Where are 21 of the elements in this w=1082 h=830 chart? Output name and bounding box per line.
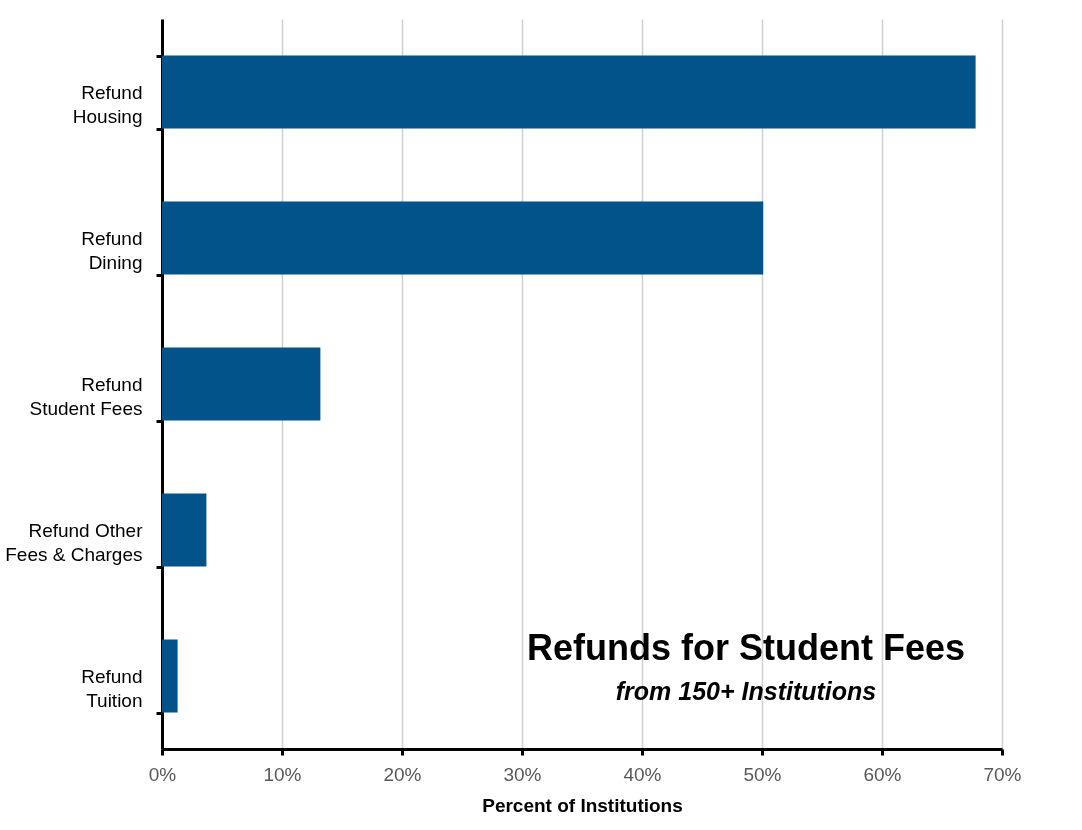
bar xyxy=(162,493,207,567)
bar xyxy=(162,639,178,713)
x-tick-label: 30% xyxy=(503,763,542,785)
x-tick-label: 10% xyxy=(263,763,302,785)
x-tick-label: 60% xyxy=(863,763,902,785)
x-tick-label: 70% xyxy=(983,763,1022,785)
bar xyxy=(162,347,321,421)
x-tick-label: 20% xyxy=(383,763,422,785)
y-tick-label: Refund Tuition xyxy=(81,665,143,711)
y-tick-label: Refund Housing xyxy=(72,81,143,127)
x-tick-label: 40% xyxy=(623,763,662,785)
bar xyxy=(162,55,976,129)
text: Refunds for Student Fees xyxy=(526,627,966,668)
text: from 150+ Institutions xyxy=(615,677,877,705)
bar xyxy=(162,201,764,275)
y-tick-label: Refund Dining xyxy=(81,227,143,273)
y-tick-label: Refund Other Fees & Charges xyxy=(5,519,144,565)
y-tick-label: Refund Student Fees xyxy=(29,373,143,419)
x-tick-label: 50% xyxy=(743,763,782,785)
x-tick-label: 0% xyxy=(148,763,177,785)
x-axis-title: Percent of Institutions xyxy=(482,794,683,816)
